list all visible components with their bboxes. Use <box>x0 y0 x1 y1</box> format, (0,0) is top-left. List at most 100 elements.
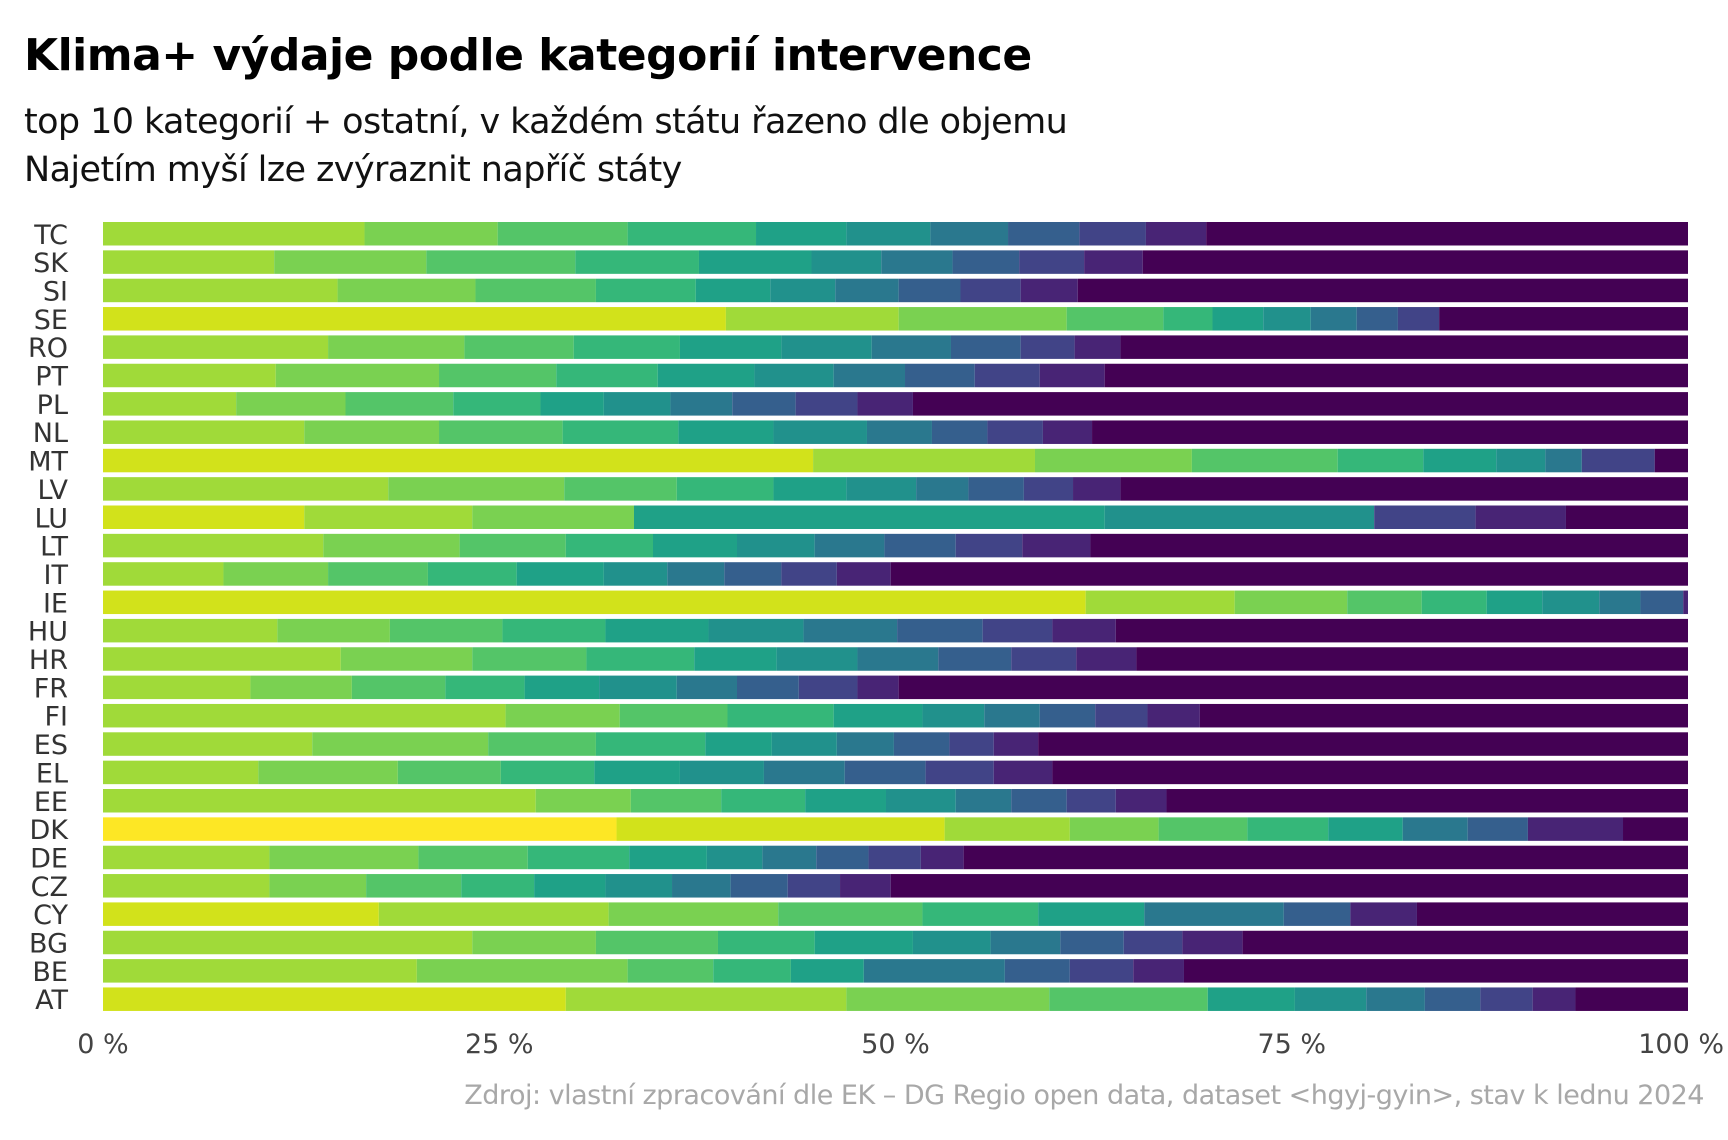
bar-segment-sk-4[interactable] <box>575 250 699 274</box>
bar-segment-el-2[interactable] <box>258 760 398 785</box>
bar-segment-ro-1[interactable] <box>103 335 329 359</box>
bar-segment-nl-11[interactable] <box>1092 420 1688 444</box>
bar-segment-dk-8[interactable] <box>1402 817 1468 841</box>
bar-segment-hu-6[interactable] <box>708 618 804 643</box>
bar-segment-tc-11[interactable] <box>1206 222 1688 246</box>
bar-segment-at-1[interactable] <box>103 987 566 1011</box>
bar-segment-sk-9[interactable] <box>1019 250 1085 274</box>
bar-segment-pt-4[interactable] <box>556 363 658 388</box>
bar-segment-mt-2[interactable] <box>813 448 1035 473</box>
bar-segment-ie-1[interactable] <box>103 590 1086 615</box>
bar-segment-cz-4[interactable] <box>461 874 535 898</box>
bar-segment-cz-6[interactable] <box>605 874 673 898</box>
bar-segment-hr-2[interactable] <box>340 647 473 671</box>
bar-segment-lv-10[interactable] <box>1073 477 1121 501</box>
bar-segment-ro-5[interactable] <box>679 335 782 359</box>
bar-segment-pl-7[interactable] <box>670 392 733 416</box>
bar-segment-pl-6[interactable] <box>603 392 671 416</box>
bar-segment-tc-8[interactable] <box>1008 222 1080 246</box>
bar-segment-es-10[interactable] <box>993 732 1039 756</box>
bar-segment-nl-3[interactable] <box>439 420 563 444</box>
bar-segment-si-9[interactable] <box>960 278 1021 303</box>
bar-segment-si-1[interactable] <box>103 278 338 303</box>
bar-segment-pt-11[interactable] <box>1104 363 1688 388</box>
bar-segment-ie-4[interactable] <box>1347 590 1422 615</box>
bar-segment-ro-2[interactable] <box>328 335 465 359</box>
bar-segment-bg-5[interactable] <box>814 930 913 955</box>
bar-segment-lt-8[interactable] <box>884 533 956 558</box>
bar-segment-mt-3[interactable] <box>1034 448 1192 473</box>
bar-segment-lt-2[interactable] <box>323 533 460 558</box>
bar-segment-fi-9[interactable] <box>1095 703 1148 728</box>
bar-segment-pl-9[interactable] <box>795 392 858 416</box>
bar-segment-hu-7[interactable] <box>803 618 898 643</box>
bar-segment-se-6[interactable] <box>1212 307 1264 331</box>
bar-segment-se-3[interactable] <box>898 307 1067 331</box>
bar-segment-ro-4[interactable] <box>573 335 680 359</box>
bar-segment-ie-6[interactable] <box>1486 590 1543 615</box>
bar-segment-es-1[interactable] <box>103 732 313 756</box>
bar-segment-ee-7[interactable] <box>955 789 1012 813</box>
bar-segment-ro-3[interactable] <box>464 335 574 359</box>
bar-segment-tc-2[interactable] <box>364 222 498 246</box>
bar-segment-fr-8[interactable] <box>737 675 799 700</box>
bar-segment-tc-10[interactable] <box>1145 222 1207 246</box>
bar-segment-pl-3[interactable] <box>345 392 454 416</box>
bar-segment-dk-6[interactable] <box>1247 817 1329 841</box>
bar-segment-hu-1[interactable] <box>103 618 278 643</box>
bar-segment-ro-6[interactable] <box>781 335 872 359</box>
bar-segment-fr-1[interactable] <box>103 675 251 700</box>
bar-segment-bg-2[interactable] <box>472 930 596 955</box>
bar-segment-it-2[interactable] <box>223 562 329 586</box>
bar-segment-es-7[interactable] <box>836 732 894 756</box>
bar-segment-fi-8[interactable] <box>1039 703 1096 728</box>
bar-segment-ie-2[interactable] <box>1085 590 1235 615</box>
bar-segment-pt-8[interactable] <box>905 363 975 388</box>
bar-segment-lv-6[interactable] <box>846 477 917 501</box>
bar-segment-dk-7[interactable] <box>1328 817 1403 841</box>
bar-segment-cz-2[interactable] <box>269 874 367 898</box>
bar-segment-it-9[interactable] <box>781 562 837 586</box>
bar-segment-es-6[interactable] <box>771 732 837 756</box>
bar-segment-de-6[interactable] <box>706 845 763 870</box>
bar-segment-ie-7[interactable] <box>1542 590 1600 615</box>
bar-segment-cz-7[interactable] <box>672 874 731 898</box>
bar-segment-de-10[interactable] <box>920 845 964 870</box>
bar-segment-sk-6[interactable] <box>811 250 882 274</box>
bar-segment-lt-3[interactable] <box>459 533 566 558</box>
bar-segment-el-6[interactable] <box>679 760 764 785</box>
bar-segment-hr-10[interactable] <box>1076 647 1137 671</box>
bar-segment-si-7[interactable] <box>835 278 899 303</box>
bar-segment-be-7[interactable] <box>1004 959 1070 983</box>
bar-segment-dk-3[interactable] <box>944 817 1070 841</box>
bar-segment-dk-2[interactable] <box>616 817 945 841</box>
bar-segment-cy-10[interactable] <box>1416 902 1688 926</box>
bar-segment-el-4[interactable] <box>500 760 595 785</box>
bar-segment-lv-11[interactable] <box>1120 477 1688 501</box>
bar-segment-de-2[interactable] <box>269 845 419 870</box>
bar-segment-lu-7[interactable] <box>1475 505 1566 530</box>
bar-segment-bg-4[interactable] <box>717 930 815 955</box>
bar-segment-ie-8[interactable] <box>1599 590 1641 615</box>
bar-segment-at-8[interactable] <box>1424 987 1481 1011</box>
bar-segment-lv-9[interactable] <box>1023 477 1074 501</box>
bar-segment-el-10[interactable] <box>993 760 1053 785</box>
bar-segment-es-8[interactable] <box>893 732 950 756</box>
bar-segment-fr-2[interactable] <box>250 675 352 700</box>
bar-segment-de-7[interactable] <box>762 845 817 870</box>
bar-segment-nl-2[interactable] <box>304 420 440 444</box>
bar-segment-lt-9[interactable] <box>955 533 1023 558</box>
bar-segment-lu-2[interactable] <box>304 505 473 530</box>
bar-segment-fi-5[interactable] <box>833 703 923 728</box>
bar-segment-sk-3[interactable] <box>426 250 576 274</box>
bar-segment-be-8[interactable] <box>1069 959 1134 983</box>
bar-segment-be-10[interactable] <box>1183 959 1688 983</box>
bar-segment-lv-5[interactable] <box>773 477 847 501</box>
bar-segment-fr-10[interactable] <box>857 675 899 700</box>
bar-segment-se-7[interactable] <box>1263 307 1311 331</box>
bar-segment-sk-5[interactable] <box>698 250 812 274</box>
bar-segment-se-4[interactable] <box>1066 307 1164 331</box>
bar-segment-lv-8[interactable] <box>968 477 1024 501</box>
bar-segment-bg-8[interactable] <box>1060 930 1124 955</box>
bar-segment-fi-3[interactable] <box>619 703 728 728</box>
